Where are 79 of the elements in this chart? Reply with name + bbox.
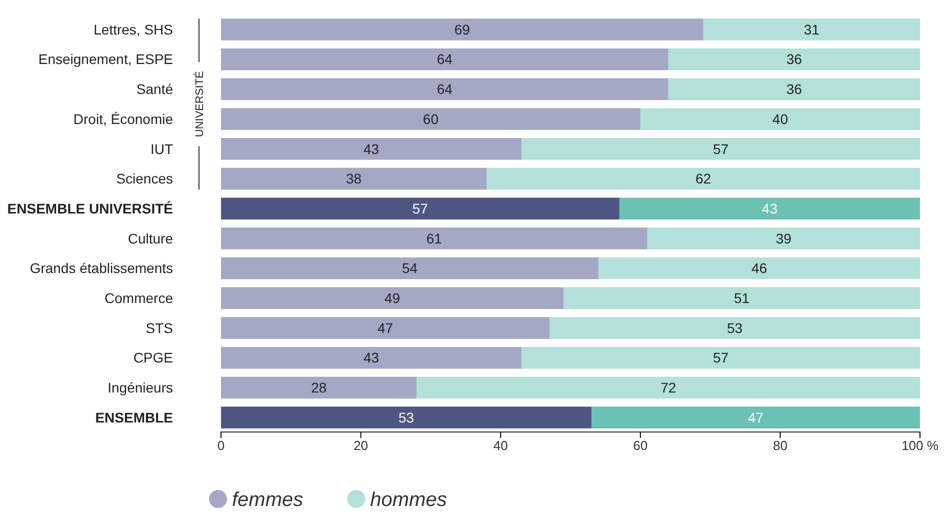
y-tick-label: Enseignement, ESPE	[38, 51, 173, 68]
data-label: 31	[804, 21, 820, 38]
data-label: 72	[660, 380, 676, 396]
bar	[221, 376, 417, 399]
bar	[221, 228, 648, 250]
data-label: 57	[712, 350, 729, 366]
data-label: 53	[398, 409, 414, 426]
y-tick-label: Lettres, SHS	[94, 21, 173, 38]
data-label: 47	[377, 320, 394, 336]
bar	[522, 138, 920, 160]
bar	[221, 108, 640, 130]
bar	[416, 376, 920, 399]
data-label: 49	[384, 290, 400, 306]
y-tick-label: Droit, Économie	[73, 110, 174, 127]
data-label: 62	[696, 170, 712, 187]
x-tick-label: 60	[633, 438, 648, 454]
data-label: 57	[412, 200, 428, 216]
data-label: 69	[454, 21, 470, 38]
data-label: 28	[311, 380, 327, 396]
y-tick-label: Commerce	[104, 290, 174, 306]
data-label: 57	[712, 140, 729, 157]
bar	[221, 78, 668, 100]
x-tick-label: 20	[354, 438, 368, 454]
y-tick-label: Culture	[128, 230, 174, 246]
bar	[564, 287, 920, 310]
bar	[221, 287, 564, 310]
data-label: 38	[346, 170, 362, 187]
x-tick-label: 100 %	[902, 438, 939, 454]
data-label: 60	[422, 110, 439, 127]
y-tick-label: Ingénieurs	[108, 380, 173, 396]
y-tick-label: Santé	[136, 81, 174, 98]
bar	[221, 138, 522, 160]
bar	[221, 198, 620, 220]
data-label: 36	[786, 51, 802, 68]
y-tick-label: STS	[146, 320, 173, 336]
y-tick-label: CPGE	[133, 350, 173, 366]
data-label: 51	[734, 290, 750, 306]
y-tick-label: IUT	[150, 140, 174, 157]
bar	[221, 168, 487, 190]
x-tick-label: 80	[772, 438, 788, 454]
x-tick-label: 0	[217, 438, 225, 454]
data-label: 61	[426, 230, 442, 246]
data-label: 39	[776, 230, 792, 246]
data-label: 64	[436, 51, 453, 68]
data-label: 43	[363, 350, 380, 366]
data-label: 46	[751, 260, 768, 276]
bar	[522, 346, 920, 369]
data-label: 64	[436, 81, 453, 98]
y-tick-label: ENSEMBLE UNIVERSITÉ	[7, 200, 173, 216]
data-label: 40	[772, 110, 788, 127]
bar	[221, 346, 522, 369]
bar	[486, 168, 920, 190]
text: UNIVERSITÉ	[193, 71, 206, 138]
y-tick-label: Sciences	[116, 170, 173, 187]
bar	[668, 78, 920, 100]
bar	[221, 317, 550, 339]
bar	[221, 48, 668, 70]
bar	[221, 18, 704, 40]
data-label: 43	[363, 140, 380, 157]
bar	[619, 198, 920, 220]
bar	[550, 317, 920, 339]
y-tick-label: ENSEMBLE	[95, 409, 173, 426]
bar	[591, 406, 920, 428]
data-label: 53	[726, 320, 743, 336]
legend-label: femmes	[232, 489, 304, 511]
bar	[703, 18, 920, 40]
bar	[640, 108, 920, 130]
data-label: 47	[748, 409, 764, 426]
legend-label: hommes	[370, 489, 447, 511]
data-label: 43	[762, 200, 778, 216]
bar	[221, 406, 592, 428]
y-tick-label: Grands établissements	[30, 260, 173, 276]
data-label: 36	[786, 81, 802, 98]
bar	[647, 228, 920, 250]
data-label: 54	[402, 260, 418, 276]
bar	[668, 48, 920, 70]
x-tick-label: 40	[493, 438, 508, 454]
bar	[221, 257, 598, 280]
bar	[598, 257, 920, 280]
